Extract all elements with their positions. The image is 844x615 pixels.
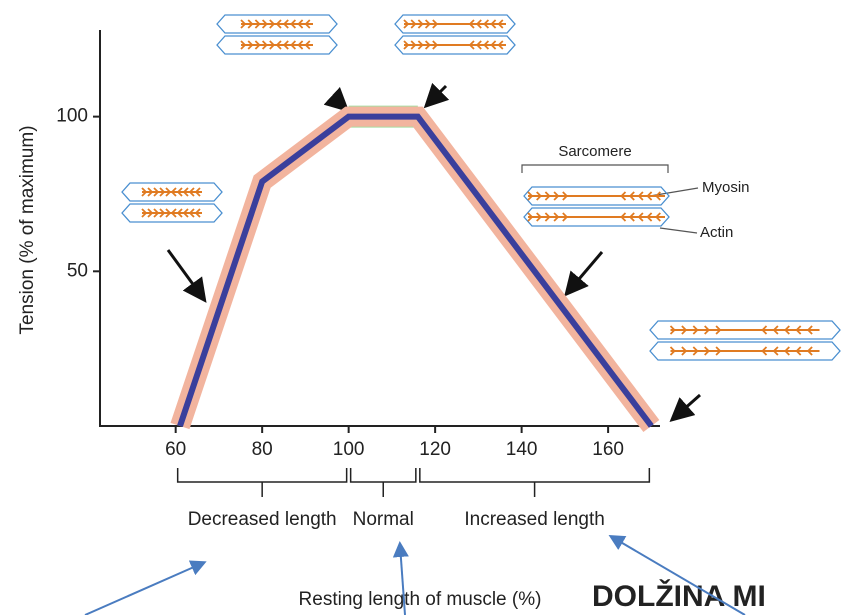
x-axis-label: Resting length of muscle (%) <box>299 589 542 610</box>
region-bracket <box>420 468 650 497</box>
x-tick-label: 120 <box>419 439 451 460</box>
x-tick-label: 160 <box>592 439 624 460</box>
line <box>180 117 651 426</box>
x-tick-label: 60 <box>165 439 186 460</box>
annotation-lines <box>85 86 745 615</box>
x-tick-label: 80 <box>252 439 273 460</box>
axis <box>100 30 660 426</box>
sarcomere-label: Sarcomere <box>558 143 631 160</box>
page: Tension (% of maximum) Resting length of… <box>0 0 844 615</box>
y-axis-label: Tension (% of maximum) <box>17 125 38 334</box>
actin-label: Actin <box>700 224 733 241</box>
region-bracket <box>351 468 416 497</box>
myosin-label: Myosin <box>702 179 750 196</box>
x-tick-label: 140 <box>506 439 538 460</box>
region-bracket <box>178 468 347 497</box>
x-tick-label: 100 <box>333 439 365 460</box>
y-tick-label: 100 <box>56 106 88 127</box>
region-label: Normal <box>308 508 458 532</box>
region-label: Increased length <box>460 508 610 532</box>
y-tick-label: 50 <box>67 260 88 281</box>
side-label: DOLŽINA MI <box>592 579 766 613</box>
line-halo <box>180 117 651 426</box>
